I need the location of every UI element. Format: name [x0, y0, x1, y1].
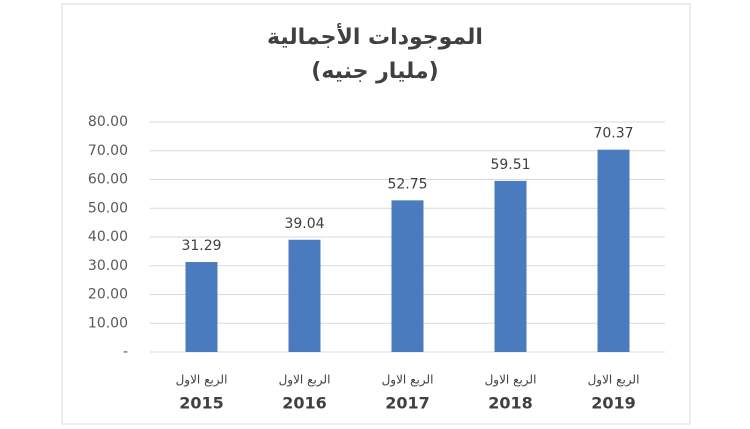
- y-tick-label: 50.00: [88, 200, 128, 216]
- x-tick-label: الربع الاول: [588, 373, 640, 388]
- y-tick-label: 30.00: [88, 258, 128, 274]
- y-tick-label: 80.00: [88, 114, 128, 130]
- chart-subtitle: (مليار جنيه): [311, 59, 438, 84]
- bar: [494, 180, 527, 352]
- bar: [597, 149, 630, 352]
- y-tick-label: 20.00: [88, 287, 128, 303]
- bar: [391, 200, 424, 352]
- y-tick-label: 10.00: [88, 315, 128, 331]
- y-tick-label: 60.00: [88, 172, 128, 188]
- x-tick-label: 2019: [591, 394, 636, 413]
- x-tick-label: 2015: [179, 394, 224, 413]
- data-label: 39.04: [284, 216, 324, 232]
- chart-frame: [61, 3, 691, 425]
- x-tick-label: 2017: [385, 394, 430, 413]
- x-tick-label: الربع الاول: [485, 373, 537, 388]
- x-tick-label: 2016: [282, 394, 327, 413]
- bar: [288, 239, 321, 352]
- data-label: 31.29: [181, 238, 221, 254]
- data-label: 59.51: [490, 157, 530, 173]
- chart-title: الموجودات الأجمالية: [267, 22, 483, 50]
- bar: [185, 262, 218, 352]
- x-tick-label: الربع الاول: [279, 373, 331, 388]
- x-tick-label: الربع الاول: [382, 373, 434, 388]
- x-tick-label: الربع الاول: [176, 373, 228, 388]
- data-label: 52.75: [387, 176, 427, 192]
- data-label: 70.37: [593, 126, 633, 142]
- x-tick-label: 2018: [488, 394, 533, 413]
- y-tick-label: -: [123, 344, 128, 360]
- y-tick-label: 40.00: [88, 229, 128, 245]
- y-tick-label: 70.00: [88, 143, 128, 159]
